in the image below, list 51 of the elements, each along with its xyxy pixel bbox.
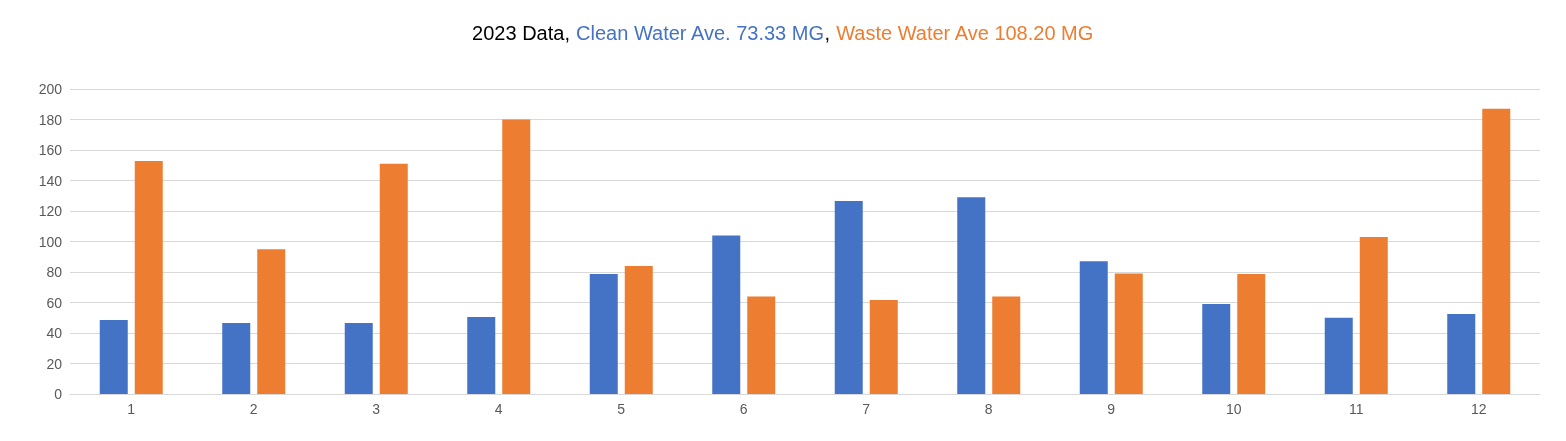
bar: [1324, 317, 1353, 394]
y-tick-label: 140: [38, 172, 63, 189]
text: ,: [824, 22, 836, 44]
y-tick-label: 160: [38, 142, 63, 158]
y-tick-label: 120: [38, 203, 63, 219]
y-tick-label: 80: [46, 264, 63, 280]
x-tick-label: 6: [739, 401, 748, 417]
bar: [869, 300, 898, 394]
x-tick-label: 3: [372, 401, 381, 417]
y-tick-label: 200: [38, 81, 63, 97]
x-tick-label: 10: [1225, 401, 1242, 417]
x-tick-label: 12: [1470, 401, 1487, 417]
y-tick-label: 100: [38, 233, 63, 250]
bar: [1202, 304, 1231, 394]
bar: [1447, 313, 1476, 394]
x-tick-label: 7: [862, 401, 871, 417]
bar: [957, 197, 986, 394]
bar: [99, 320, 128, 394]
y-tick-label: 40: [46, 325, 63, 341]
bar: [379, 163, 408, 394]
x-tick-label: 1: [127, 401, 136, 417]
x-tick-label: 2: [249, 401, 258, 417]
bar: [624, 265, 653, 394]
bar: [467, 316, 496, 394]
x-tick-label: 8: [984, 401, 993, 417]
x-tick-label: 4: [494, 401, 503, 417]
bar: [1079, 261, 1108, 394]
text: Clean Water Ave. 73.33 MG: [576, 22, 824, 44]
bar: [992, 296, 1021, 394]
x-tick-label: 11: [1348, 401, 1364, 417]
chart-title: 2023 Data,: [472, 22, 576, 44]
bar: [257, 249, 286, 394]
bar: [134, 160, 163, 394]
bar: [712, 235, 741, 394]
y-tick-label: 0: [54, 386, 63, 402]
y-tick-label: 60: [46, 294, 63, 311]
bar: [747, 296, 776, 394]
bar: [222, 322, 251, 394]
bar: [834, 200, 863, 394]
bar: [589, 273, 618, 394]
bar: [344, 322, 373, 394]
x-tick-label: 5: [617, 401, 626, 417]
y-tick-label: 20: [46, 355, 63, 372]
bar: [1359, 236, 1388, 394]
text: Waste Water Ave 108.20 MG: [836, 22, 1094, 44]
x-tick-label: 9: [1107, 401, 1116, 417]
y-tick-label: 180: [38, 111, 63, 128]
bar: [1114, 273, 1143, 394]
bar: [1482, 108, 1511, 394]
bar: [502, 119, 531, 394]
bar: [1237, 273, 1266, 394]
